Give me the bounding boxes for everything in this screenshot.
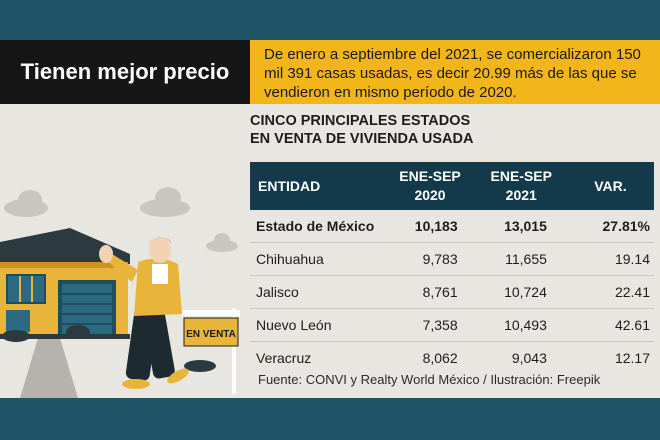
table-row: Nuevo León 7,358 10,493 42.61	[250, 308, 654, 342]
header-2020-line-2: 2020	[414, 187, 446, 203]
infographic-card: Tienen mejor precio De enero a septiembr…	[0, 40, 660, 398]
cell-entidad: Chihuahua	[250, 242, 385, 276]
header-2020-line-1: ENE-SEP	[399, 168, 461, 184]
cell-entidad: Jalisco	[250, 275, 385, 309]
table-row: Chihuahua 9,783 11,655 19.14	[250, 242, 654, 276]
cell-2021: 13,015	[504, 218, 547, 234]
headline-text: Tienen mejor precio	[20, 59, 230, 84]
person-icon	[99, 237, 189, 389]
table-row: Veracruz 8,062 9,043 12.17	[250, 341, 654, 374]
cell-entidad: Veracruz	[250, 341, 385, 374]
cell-var: 12.17	[566, 341, 654, 374]
summary-box: De enero a septiembre del 2021, se comer…	[250, 40, 660, 104]
cell-2021: 10,493	[475, 308, 567, 342]
table-header-row: ENTIDAD ENE-SEP 2020 ENE-SEP 2021 VAR.	[250, 162, 654, 210]
cell-entidad: Nuevo León	[250, 308, 385, 342]
table-title-line-2: EN VENTA DE VIVIENDA USADA	[250, 131, 474, 147]
header-var: VAR.	[594, 177, 627, 194]
cell-var: 27.81%	[602, 218, 650, 234]
cell-2020: 9,783	[384, 242, 476, 276]
cell-2020: 8,761	[384, 275, 476, 309]
header-2020: ENE-SEP 2020	[384, 162, 475, 210]
table-row: Estado de México 10,183 13,015 27.81%	[250, 210, 654, 243]
header-entidad: ENTIDAD	[258, 177, 321, 194]
header-2021-line-1: ENE-SEP	[490, 168, 552, 184]
cell-var: 42.61	[566, 308, 654, 342]
cell-entidad: Estado de México	[256, 218, 375, 234]
bush-icon	[2, 325, 216, 372]
house-icon	[0, 228, 130, 339]
sales-table: ENTIDAD ENE-SEP 2020 ENE-SEP 2021 VAR. E…	[250, 162, 654, 374]
table-title: CINCO PRINCIPALES ESTADOS EN VENTA DE VI…	[250, 112, 650, 148]
cell-2021: 11,655	[475, 242, 567, 276]
cell-2020: 7,358	[384, 308, 476, 342]
sign-text: EN VENTA	[186, 329, 236, 340]
cell-2020: 8,062	[384, 341, 476, 374]
cell-2021: 10,724	[475, 275, 567, 309]
cell-2020: 10,183	[414, 218, 458, 234]
for-sale-sign: EN VENTA	[182, 308, 240, 394]
source-note: Fuente: CONVI y Realty World México / Il…	[258, 372, 601, 387]
table-row: Jalisco 8,761 10,724 22.41	[250, 275, 654, 309]
house-sale-illustration: EN VENTA	[0, 187, 240, 398]
table-title-line-1: CINCO PRINCIPALES ESTADOS	[250, 113, 471, 129]
cell-2021: 9,043	[475, 341, 567, 374]
cell-var: 22.41	[566, 275, 654, 309]
walkway	[20, 338, 78, 398]
headline: Tienen mejor precio	[0, 40, 250, 104]
header-2021: ENE-SEP 2021	[476, 162, 567, 210]
cell-var: 19.14	[566, 242, 654, 276]
header-2021-line-2: 2021	[505, 187, 537, 203]
